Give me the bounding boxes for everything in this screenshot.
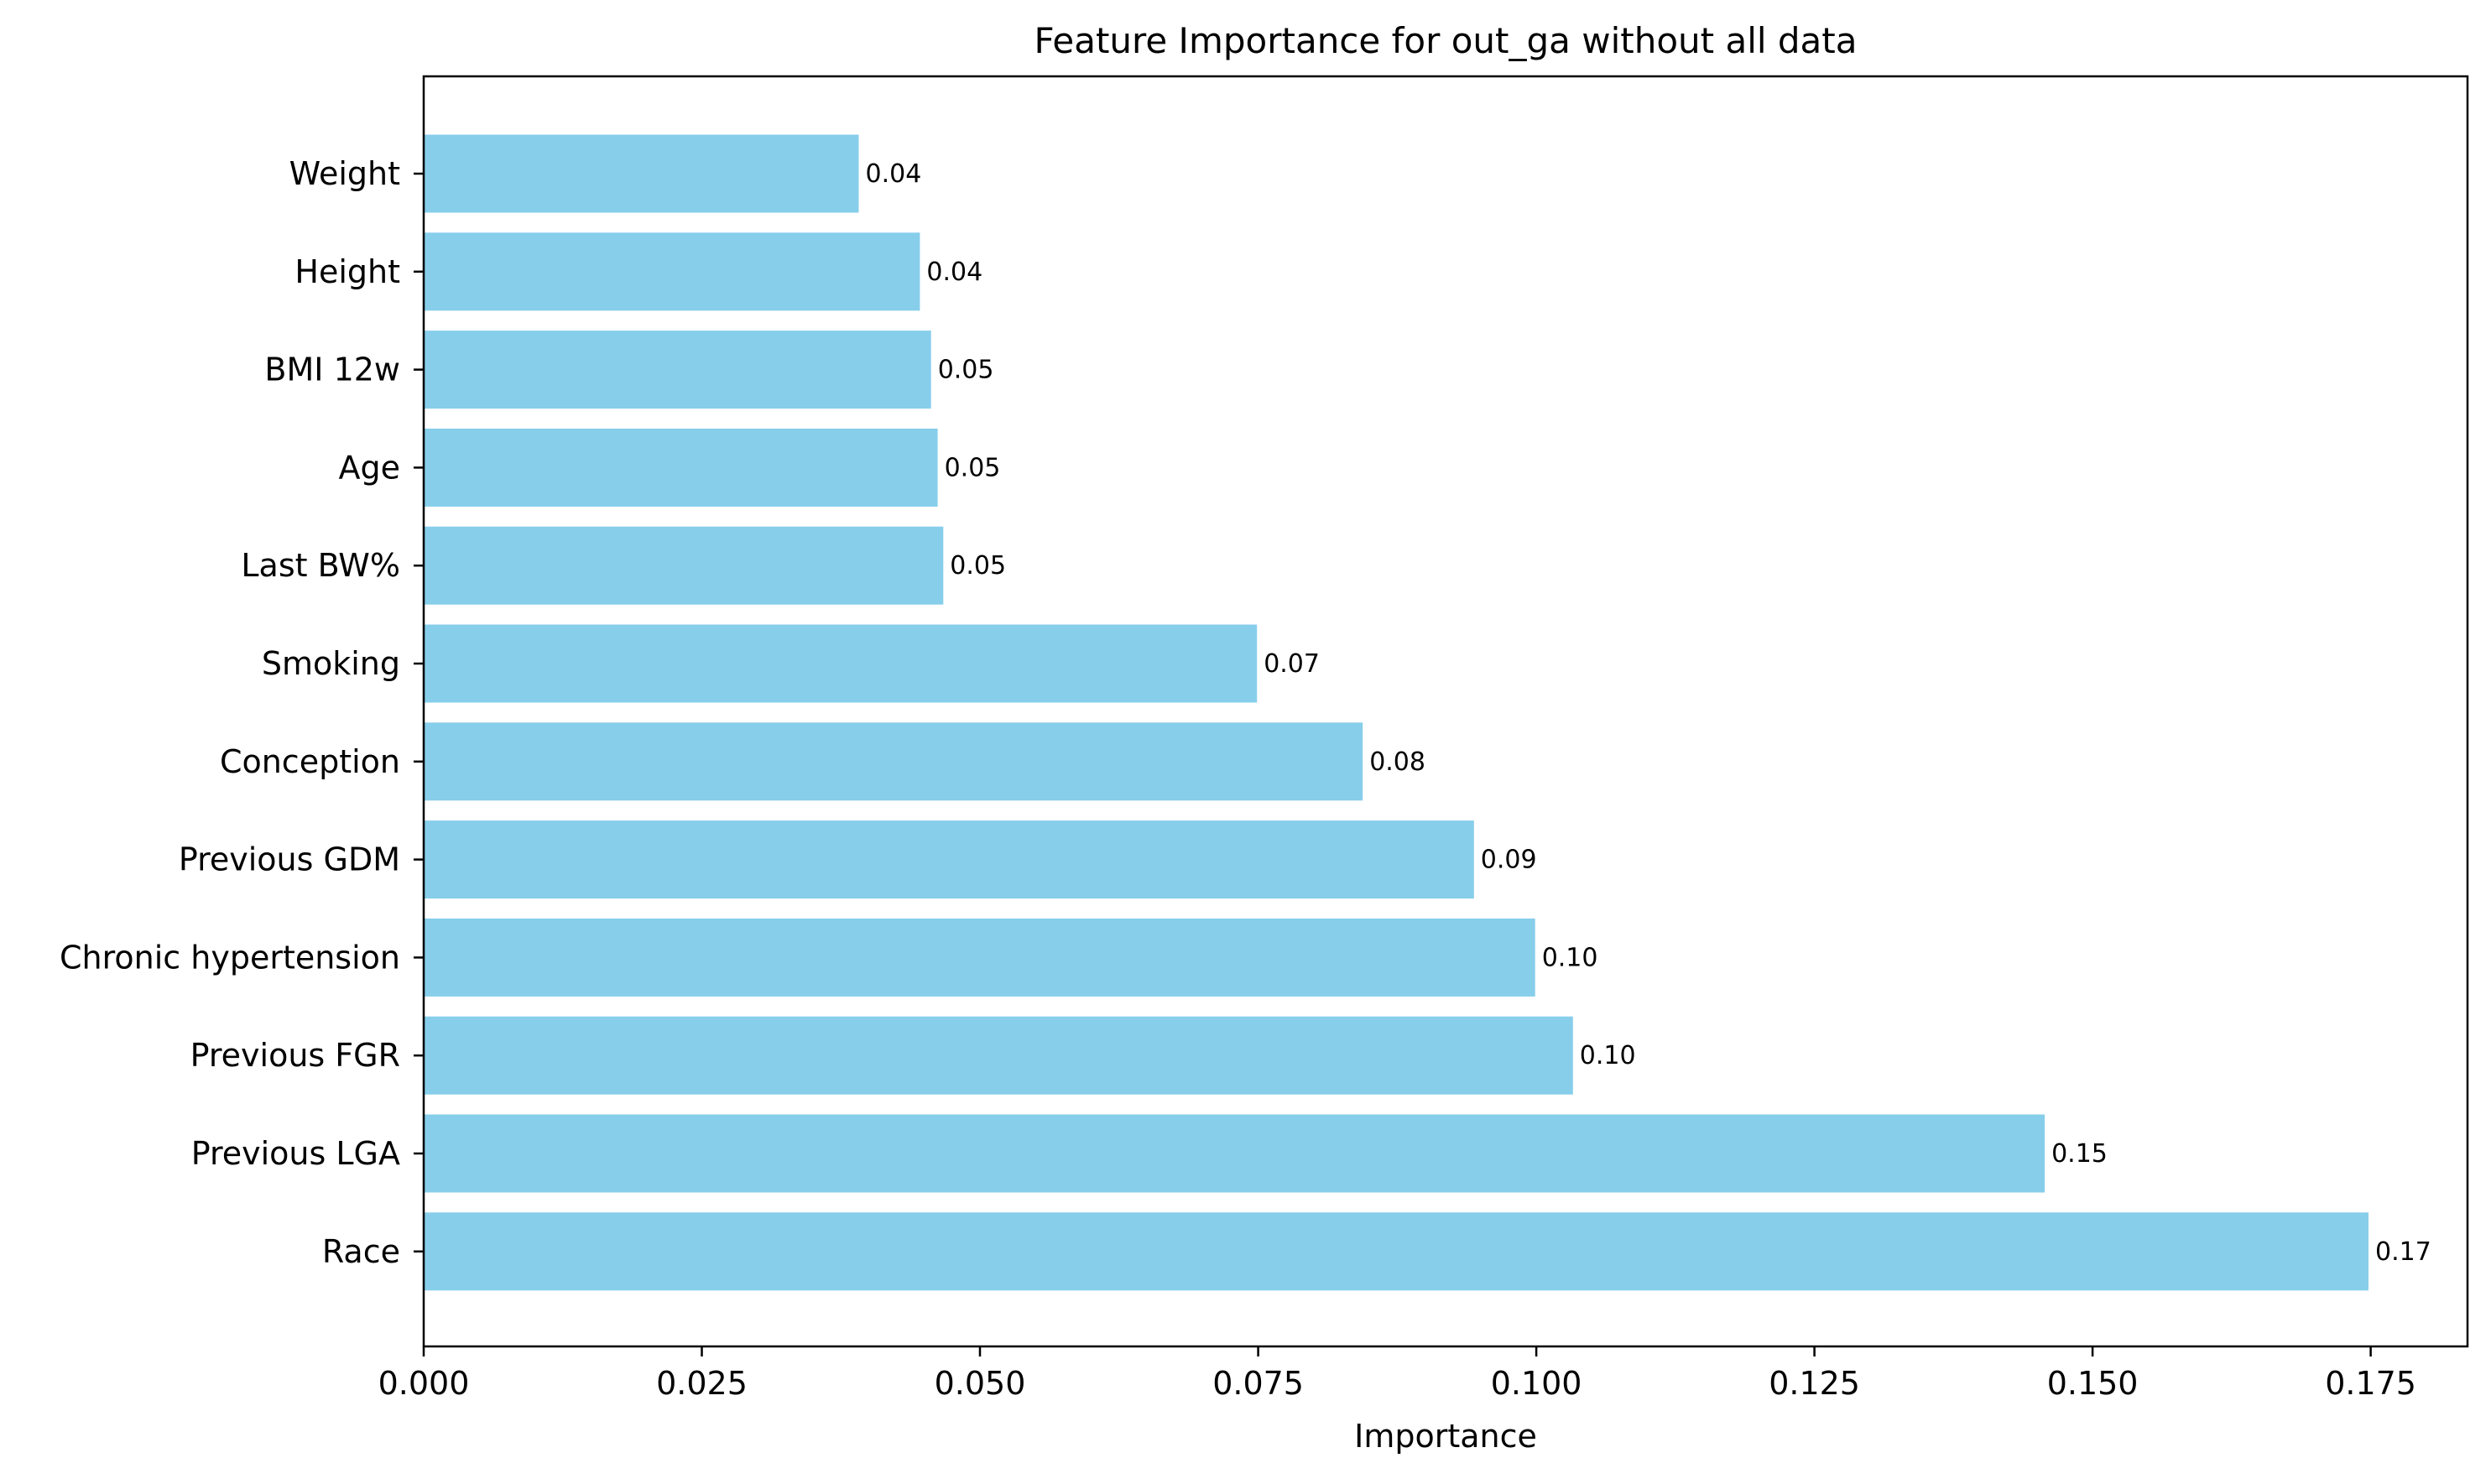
- y-tick-label: Weight: [289, 155, 400, 192]
- bar: [424, 134, 859, 213]
- bar: [424, 526, 944, 605]
- x-tick-label: 0.100: [1491, 1365, 1582, 1402]
- x-axis-label: Importance: [1354, 1418, 1537, 1455]
- data-label: 0.15: [2051, 1139, 2108, 1169]
- plot-area: Weight 0.04 Height 0.04 BMI 12w 0.05 Age 0.05 La…: [60, 75, 2469, 1402]
- y-tick-label: Conception: [220, 743, 400, 780]
- chart-title: Feature Importance for out_ga without al…: [1034, 20, 1858, 61]
- bar: [424, 624, 1258, 703]
- x-tick-label: 0.000: [378, 1365, 470, 1402]
- x-tick-label: 0.075: [1212, 1365, 1304, 1402]
- y-tick-label: Chronic hypertension: [60, 939, 400, 976]
- data-label: 0.05: [938, 356, 994, 385]
- x-tick-label: 0.150: [2047, 1365, 2139, 1402]
- y-tick-label: Smoking: [262, 645, 400, 682]
- data-label: 0.04: [926, 258, 982, 287]
- data-label: 0.04: [866, 159, 922, 189]
- bar: [424, 1016, 1573, 1095]
- data-label: 0.05: [950, 551, 1006, 581]
- bar: [424, 918, 1535, 997]
- data-label: 0.17: [2375, 1237, 2431, 1267]
- y-tick-label: Height: [294, 253, 400, 290]
- data-label: 0.10: [1542, 943, 1598, 972]
- data-label: 0.10: [1580, 1041, 1636, 1070]
- data-label: 0.05: [945, 453, 1001, 482]
- plot-frame: [422, 75, 2469, 1348]
- x-tick-label: 0.050: [935, 1365, 1026, 1402]
- bar: [424, 428, 938, 507]
- y-tick-label: Race: [322, 1233, 400, 1270]
- x-tick-label: 0.175: [2325, 1365, 2416, 1402]
- x-tick-label: 0.025: [656, 1365, 748, 1402]
- data-label: 0.09: [1481, 846, 1537, 875]
- data-label: 0.07: [1264, 649, 1320, 679]
- bar: [424, 722, 1363, 801]
- bar: [424, 331, 931, 409]
- bar: [424, 820, 1474, 899]
- y-tick-label: Previous LGA: [191, 1135, 400, 1172]
- y-tick-label: Previous GDM: [179, 841, 400, 878]
- y-tick-label: Last BW%: [241, 547, 400, 584]
- bar: [424, 232, 920, 311]
- bar: [424, 1212, 2369, 1291]
- x-tick-label: 0.125: [1769, 1365, 1860, 1402]
- y-tick-label: Previous FGR: [190, 1037, 400, 1074]
- data-label: 0.08: [1369, 747, 1425, 777]
- y-tick-label: Age: [339, 449, 401, 486]
- y-tick-label: BMI 12w: [264, 351, 400, 388]
- bar: [424, 1114, 2045, 1193]
